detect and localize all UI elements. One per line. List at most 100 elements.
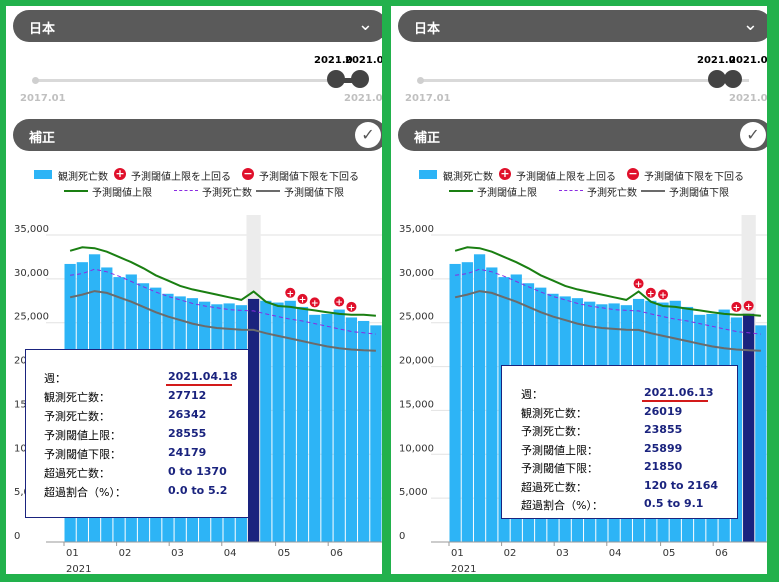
tooltip-label: 超過死亡数：	[521, 480, 587, 494]
legend-upper-line	[64, 190, 88, 192]
plus-icon: +	[311, 299, 319, 309]
tooltip-week-value: 2021.04.18	[168, 370, 238, 383]
slider-handle-start-label: 2021.0	[314, 55, 353, 66]
above-threshold-marker	[633, 278, 644, 289]
tooltip-label: 観測死亡数：	[521, 406, 587, 420]
plus-icon: +	[635, 280, 643, 290]
correction-label: 補正	[29, 131, 56, 146]
bar	[755, 325, 767, 542]
x-tick-label: 01	[451, 548, 464, 559]
week-underline	[166, 384, 232, 386]
tooltip-value: 0 to 1370	[168, 465, 227, 478]
tooltip-label: 観測死亡数：	[44, 391, 110, 404]
date-range-track[interactable]	[34, 79, 364, 82]
y-tick-label: 25,000	[399, 312, 434, 323]
tooltip-label: 予測閾値上限：	[44, 429, 121, 442]
slider-selected-range	[336, 78, 360, 83]
tooltip-value: 24179	[168, 446, 207, 459]
date-range-track[interactable]	[419, 79, 749, 82]
x-tick-label: 05	[278, 548, 291, 559]
above-threshold-marker	[731, 301, 742, 312]
tooltip-value: 26342	[168, 408, 207, 421]
plus-icon: +	[299, 295, 307, 305]
check-icon[interactable]: ✓	[740, 122, 766, 148]
week-underline	[642, 400, 708, 402]
x-tick-label: 01	[66, 548, 79, 559]
tooltip-value: 0.5 to 9.1	[644, 497, 704, 510]
data-tooltip: 週： 2021.04.18 観測死亡数： 27712 予測死亡数： 26342 予測閾値上限…	[25, 349, 249, 518]
tooltip-value: 28555	[168, 427, 207, 440]
x-tick-label: 05	[663, 548, 676, 559]
tooltip-value: 26019	[644, 404, 683, 418]
y-tick-label: 30,000	[399, 268, 434, 279]
plus-icon: +	[286, 289, 294, 299]
tooltip-label: 超過死亡数：	[44, 467, 110, 480]
minus-circle-icon: −	[627, 167, 639, 180]
bar	[309, 314, 321, 542]
tooltip-value: 27712	[168, 389, 207, 402]
bar	[473, 254, 486, 542]
above-threshold-marker	[309, 297, 320, 308]
plus-icon: +	[659, 291, 667, 301]
x-tick-label: 06	[330, 548, 343, 559]
plus-circle-icon: +	[114, 167, 126, 180]
slider-range-end: 2021.06	[344, 93, 382, 104]
tooltip-label: 超過割合（%）：	[44, 486, 126, 499]
slider-handle-end[interactable]	[351, 70, 369, 88]
tooltip-week-value: 2021.06.13	[644, 386, 714, 399]
legend-predicted-line	[559, 190, 583, 191]
x-tick-label: 06	[715, 548, 728, 559]
x-tick-label: 03	[171, 548, 184, 559]
upper-threshold-line	[69, 246, 376, 317]
country-dropdown[interactable]: 日本 ⌄	[398, 10, 767, 42]
chart-panel-right: 日本 ⌄ 2021.0 2021.06 2017.01 2021.06 補正 ✓…	[391, 6, 767, 574]
plus-icon: +	[745, 302, 753, 312]
correction-toggle[interactable]: 補正 ✓	[398, 119, 767, 151]
chevron-down-icon: ⌄	[357, 14, 373, 35]
bar	[449, 263, 461, 542]
legend-bar-swatch	[419, 170, 437, 179]
correction-toggle[interactable]: 補正 ✓	[13, 119, 382, 151]
y-tick-label: 20,000	[399, 356, 434, 367]
y-tick-label: 15,000	[399, 399, 434, 410]
tooltip-label: 週：	[521, 388, 543, 401]
legend-lower-line	[641, 190, 665, 192]
above-threshold-marker	[645, 287, 656, 298]
bar	[247, 298, 260, 542]
bar	[486, 267, 498, 542]
bar	[284, 300, 296, 542]
above-threshold-marker	[334, 296, 345, 307]
tooltip-value: 23855	[644, 423, 683, 436]
slider-handle-start[interactable]	[708, 70, 726, 88]
slider-range-end: 2021.06	[729, 93, 767, 104]
lower-threshold-line	[454, 290, 761, 352]
lower-threshold-line	[69, 290, 376, 352]
x-tick-label: 04	[609, 548, 622, 559]
bar	[272, 302, 284, 542]
above-threshold-marker	[346, 301, 357, 312]
plus-circle-icon: +	[499, 167, 511, 180]
country-label: 日本	[414, 22, 441, 37]
plus-icon: +	[647, 289, 655, 299]
y-tick-label: 30,000	[14, 268, 49, 279]
year-label: 2021	[66, 564, 91, 574]
tooltip-label: 週：	[44, 372, 66, 385]
slider-start-dot	[32, 77, 39, 84]
x-tick-label: 02	[504, 548, 517, 559]
slider-handle-end[interactable]	[724, 70, 742, 88]
y-tick-label: 25,000	[14, 312, 49, 323]
tooltip-value: 21850	[644, 460, 683, 473]
x-tick-label: 03	[556, 548, 569, 559]
country-dropdown[interactable]: 日本 ⌄	[13, 10, 382, 42]
bar	[296, 306, 309, 542]
check-icon[interactable]: ✓	[355, 122, 381, 148]
slider-handle-start[interactable]	[327, 70, 345, 88]
x-tick-label: 02	[119, 548, 132, 559]
upper-threshold-line	[454, 246, 761, 317]
above-threshold-marker	[743, 300, 754, 311]
bar	[321, 313, 333, 542]
y-tick-label: 10,000	[399, 443, 434, 454]
legend-bar-swatch	[34, 170, 52, 179]
tooltip-value: 25899	[644, 441, 683, 455]
bar	[461, 262, 473, 542]
